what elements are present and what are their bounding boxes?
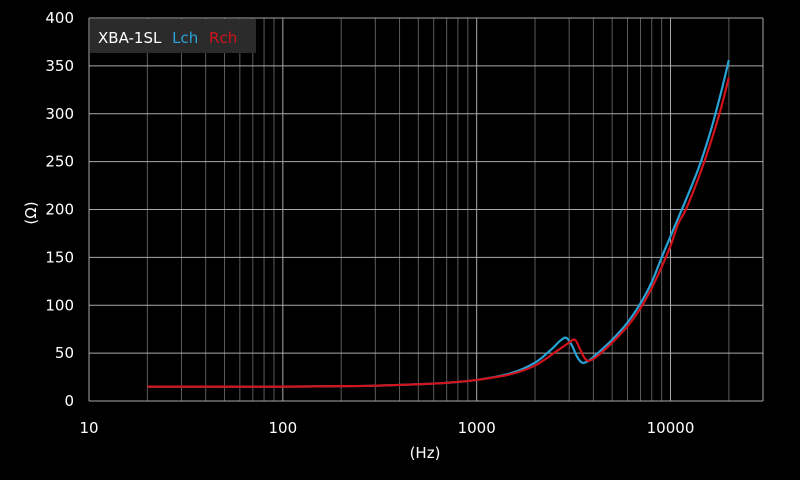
y-tick-label: 0	[64, 392, 74, 410]
legend-title: XBA-1SL	[98, 29, 162, 47]
y-tick-label: 300	[45, 105, 74, 123]
series-line-rch	[147, 77, 730, 388]
y-tick-label: 250	[45, 153, 74, 171]
legend-item-lch: Lch	[172, 29, 198, 47]
x-tick-label: 1000	[458, 419, 496, 437]
tick-labels: 0 50 100 150 200 250 300 350 400 10 100 1000 10000	[45, 9, 694, 437]
x-tick-label: 10	[79, 419, 98, 437]
y-tick-label: 350	[45, 57, 74, 75]
y-axis-label: (Ω)	[22, 201, 40, 224]
y-tick-label: 100	[45, 296, 74, 314]
y-tick-label: 50	[55, 344, 74, 362]
x-tick-label: 100	[269, 419, 298, 437]
y-tick-label: 200	[45, 201, 74, 219]
grid-lines	[88, 17, 764, 402]
x-axis-label: (Hz)	[410, 444, 441, 462]
legend-item-rch: Rch	[209, 29, 237, 47]
legend-box	[90, 19, 256, 53]
y-tick-label: 150	[45, 248, 74, 266]
y-tick-label: 400	[45, 9, 74, 27]
x-tick-label: 10000	[647, 419, 695, 437]
legend: XBA-1SL Lch Rch	[90, 19, 256, 53]
svg-text:XBA-1SL Lch Rch: XBA-1SL Lch Rch	[98, 29, 237, 47]
series-layer	[147, 59, 730, 388]
